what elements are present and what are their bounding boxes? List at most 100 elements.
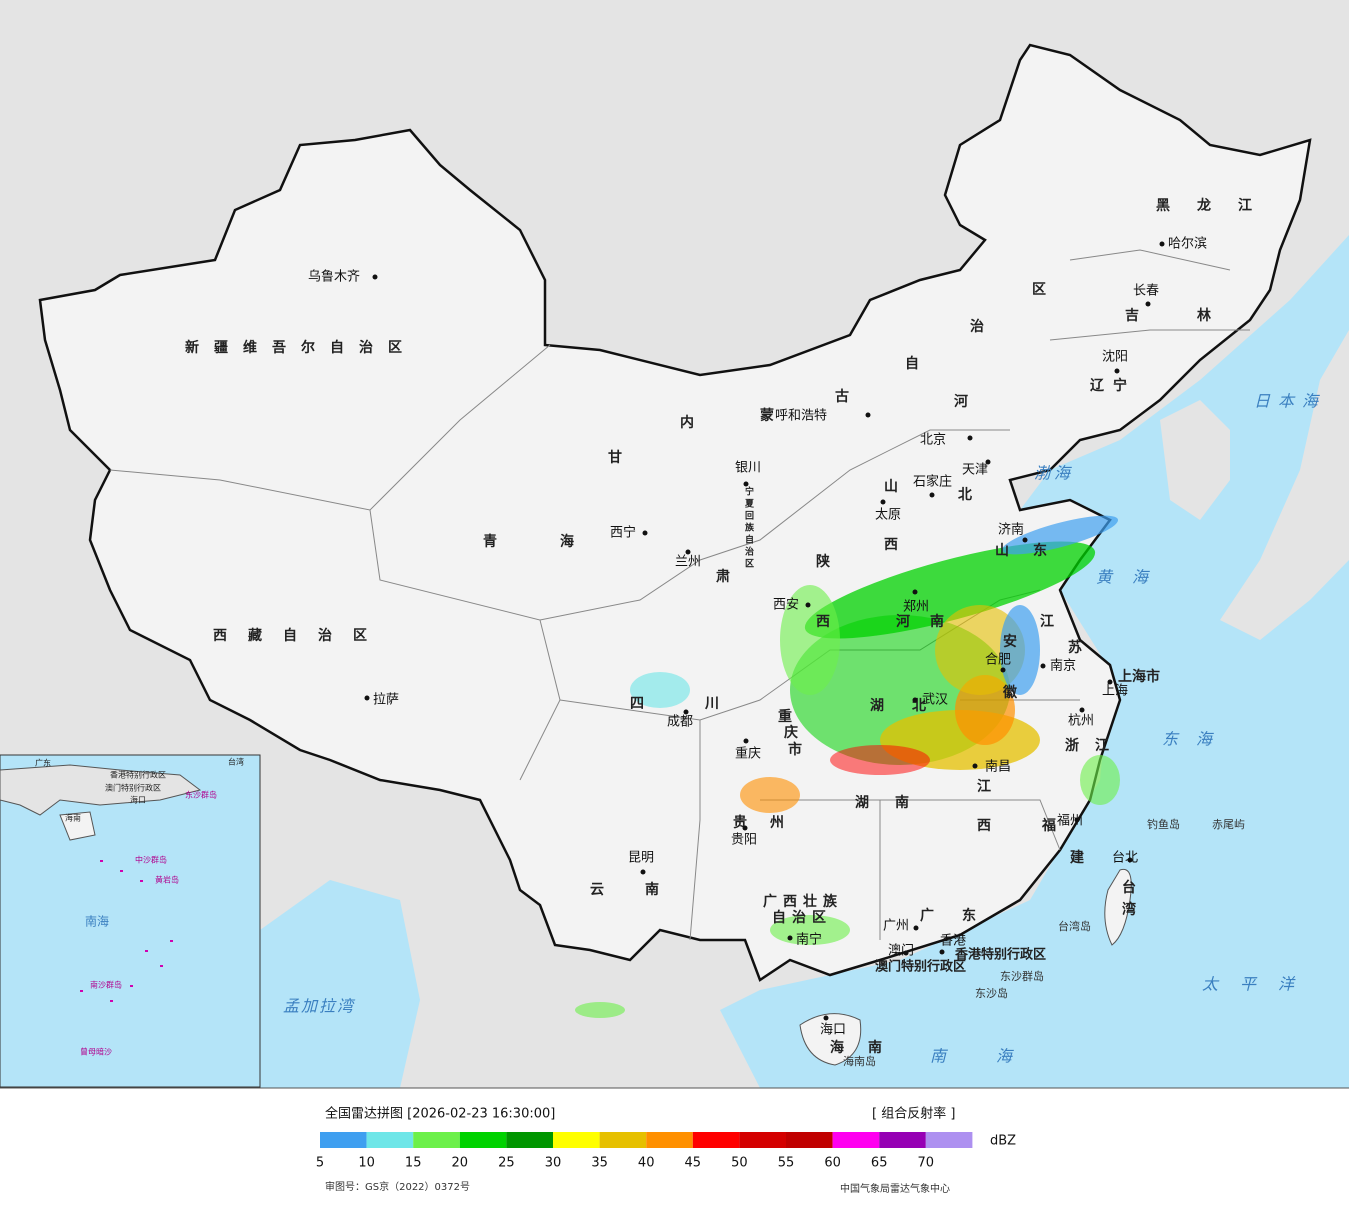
city-marker [364, 695, 370, 701]
sea-label: 渤海 [1034, 464, 1074, 483]
agency-name: 中国气象局雷达气象中心 [840, 1182, 950, 1195]
city-marker [372, 274, 378, 280]
legend-product: [ 组合反射率 ] [872, 1106, 955, 1122]
city-marker [865, 412, 871, 418]
city-label: 拉萨 [373, 693, 399, 708]
legend-tick-label: 30 [545, 1156, 562, 1171]
city-marker [1114, 368, 1120, 374]
city-marker [685, 549, 691, 555]
city-label: 济南 [998, 522, 1024, 538]
city-marker [1079, 707, 1085, 713]
island-label: 台湾岛 [1058, 919, 1091, 933]
city-marker [1040, 663, 1046, 669]
city-label: 杭州 [1068, 714, 1094, 729]
city-marker [929, 492, 935, 498]
inset-land [0, 764, 202, 816]
city-marker [787, 935, 793, 941]
island-label: 东沙岛 [975, 986, 1008, 1000]
radar-echoes [575, 515, 1120, 1018]
inset-label: 海口 [130, 795, 146, 805]
city-label: 昆明 [628, 851, 654, 866]
city-label: 沈阳 [1102, 350, 1128, 365]
inset-label: 中沙群岛 [135, 855, 167, 865]
legend-swatch [320, 1132, 367, 1148]
city-marker [967, 435, 973, 441]
city-marker [805, 602, 811, 608]
inset-label: 澳门特别行政区 [105, 783, 161, 793]
city-label: 长春 [1133, 284, 1159, 299]
city-marker [1107, 679, 1113, 685]
city-marker [912, 589, 918, 595]
legend-unit: dBZ [990, 1134, 1016, 1149]
city-marker [1000, 667, 1006, 673]
inset-label: 海南 [65, 813, 81, 823]
province-label: 宁夏回族自治区 [744, 486, 755, 570]
legend-swatch [692, 1132, 740, 1148]
city-marker [903, 950, 909, 956]
legend-swatch [925, 1132, 973, 1148]
city-marker [972, 763, 978, 769]
inset-label: 台湾 [228, 757, 244, 767]
city-marker [640, 869, 646, 875]
legend-swatch [646, 1132, 693, 1148]
legend-swatch [553, 1132, 600, 1148]
city-label: 乌鲁木齐 [308, 269, 360, 285]
city-marker [1127, 857, 1133, 863]
city-label: 南昌 [985, 759, 1011, 775]
legend-tick-label: 5 [316, 1156, 324, 1171]
city-marker [743, 481, 749, 487]
city-label: 郑州 [903, 600, 929, 615]
inset-label: 南海 [85, 914, 109, 929]
legend-tick-label: 45 [685, 1156, 702, 1171]
city-label: 重庆 [735, 746, 761, 762]
legend-swatch [739, 1132, 786, 1148]
legend-swatch [599, 1132, 647, 1148]
legend-swatch [879, 1132, 926, 1148]
south-china-sea-inset [0, 754, 261, 1088]
city-label: 哈尔滨 [1168, 236, 1207, 252]
legend-tick-label: 55 [778, 1156, 795, 1171]
inset-label: 南沙群岛 [90, 980, 122, 990]
city-label: 太原 [875, 508, 901, 523]
city-marker [642, 530, 648, 536]
city-label: 海口 [820, 1023, 846, 1038]
city-label: 广州 [883, 919, 909, 934]
city-marker [742, 825, 748, 831]
legend-tick-label: 65 [871, 1156, 888, 1171]
city-label: 武汉 [922, 693, 948, 708]
city-marker [1022, 537, 1028, 543]
legend-tick-label: 50 [731, 1156, 748, 1171]
legend-tick-label: 40 [638, 1156, 655, 1171]
city-marker [823, 1015, 829, 1021]
city-marker [880, 499, 886, 505]
ocean-bengal [260, 880, 420, 1088]
inset-label: 曾母暗沙 [80, 1047, 112, 1057]
city-marker [939, 949, 945, 955]
city-label: 西宁 [610, 525, 636, 541]
sea-label: 东海 [1162, 730, 1230, 749]
legend-tick-label: 20 [452, 1156, 469, 1171]
island-label: 东沙群岛 [1000, 969, 1044, 983]
inset-hainan [59, 811, 96, 841]
legend-swatch [366, 1132, 414, 1148]
sea-label: 太平洋 [1202, 975, 1316, 994]
legend-swatch [786, 1132, 833, 1148]
sea-label: 日本海 [1254, 392, 1326, 411]
island-label: 赤尾屿 [1212, 818, 1245, 831]
legend-tick-label: 25 [498, 1156, 515, 1171]
inset-label: 黄岩岛 [155, 875, 179, 885]
city-marker [1074, 817, 1080, 823]
city-label: 香港 [940, 934, 966, 949]
city-marker [683, 709, 689, 715]
city-label: 成都 [667, 715, 693, 730]
city-label: 兰州 [675, 555, 701, 570]
city-label: 银川 [735, 461, 761, 476]
city-marker [912, 697, 918, 703]
city-marker [1159, 241, 1165, 247]
province-label: 香港特别行政区 [954, 947, 1046, 963]
city-label: 上海 [1102, 684, 1128, 699]
legend-tick-label: 35 [591, 1156, 608, 1171]
city-marker [985, 459, 991, 465]
